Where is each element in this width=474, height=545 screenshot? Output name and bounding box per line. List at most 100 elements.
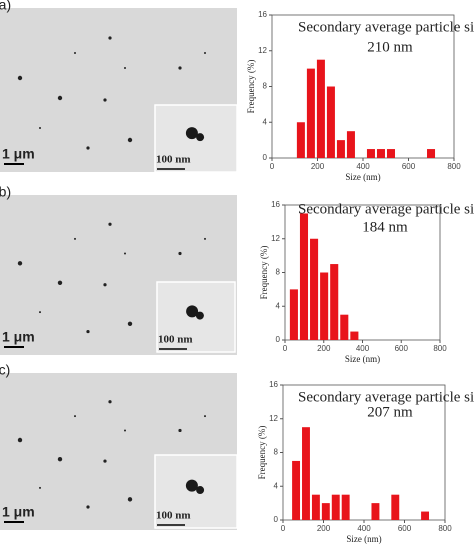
x-tick-label: 800 [447,162,461,171]
particle [204,52,206,54]
bar [346,131,355,158]
y-tick-label: 12 [271,234,280,243]
scale-bar-label: 1 μm [2,146,35,162]
particle [204,237,206,240]
bar [421,511,430,520]
particle [39,486,41,489]
bar [376,149,385,158]
x-tick-label: 800 [438,524,452,533]
inset [156,281,236,353]
x-tick-label: 200 [311,162,325,171]
x-tick-label: 200 [317,524,331,533]
particle [124,67,126,69]
inset-particle [196,486,205,495]
particle [108,400,112,404]
chart-subtitle: 207 nm [367,404,413,420]
inset [154,454,238,529]
y-tick-label: 8 [263,82,268,91]
particle [86,505,90,509]
x-tick-label: 400 [356,344,370,353]
chart-title: Secondary average particle size = [298,201,474,217]
particle [39,127,41,129]
particle [124,429,126,432]
bar [336,140,345,158]
inset-particle [185,127,198,140]
y-axis-label: Frequency (%) [259,246,269,300]
inset [154,104,238,173]
bar [311,494,320,520]
x-tick-label: 600 [398,524,412,533]
particle [127,321,133,326]
particle [178,251,182,256]
bar [340,314,349,340]
bar [391,494,400,520]
x-tick-label: 400 [356,162,370,171]
particle [86,329,90,334]
particle [17,261,23,266]
inset-scale-bar-label: 100 nm [156,154,191,166]
particle [17,75,23,81]
inset-particle [195,311,204,320]
x-axis-label: Size (nm) [346,534,381,544]
x-tick-label: 600 [395,344,409,353]
particle [57,95,63,101]
y-tick-label: 8 [274,448,279,457]
y-tick-label: 4 [276,301,281,310]
x-tick-label: 200 [317,344,331,353]
particle [57,456,63,462]
y-tick-label: 0 [263,153,268,162]
particle [86,146,90,150]
y-tick-label: 12 [258,46,267,55]
x-tick-label: 400 [357,524,371,533]
y-tick-label: 12 [269,414,278,423]
particle [124,252,126,255]
y-tick-label: 4 [263,117,268,126]
panel-label: (a) [0,0,11,13]
bar [331,494,340,520]
bar [320,272,329,340]
particle [74,237,76,240]
x-axis-label: Size (nm) [345,172,380,182]
chart-title: Secondary average particle size = [298,389,474,405]
x-tick-label: 0 [270,162,275,171]
particle [103,459,107,463]
bar [350,331,359,340]
bar [366,149,375,158]
bar [292,460,301,520]
particle [57,280,63,286]
particle [127,137,133,143]
inset-scale-bar-label: 100 nm [158,334,193,346]
x-tick-label: 0 [283,344,288,353]
chart-subtitle: 210 nm [367,39,413,55]
inset-scale-bar-label: 100 nm [156,510,191,522]
particle [178,66,182,70]
y-tick-label: 16 [258,10,267,19]
bar [316,59,325,158]
particle [17,437,23,443]
bar [289,289,298,340]
bar [321,503,330,520]
x-tick-label: 0 [281,524,286,533]
y-tick-label: 16 [269,380,278,389]
x-tick-label: 800 [433,344,447,353]
y-tick-label: 16 [271,200,280,209]
x-tick-label: 600 [402,162,416,171]
particle [178,428,182,433]
scale-bar-label: 1 μm [2,504,35,520]
bar [341,494,350,520]
x-axis-label: Size (nm) [345,354,380,364]
particle [204,415,206,418]
y-axis-label: Frequency (%) [246,60,256,114]
bar [302,427,310,520]
bar [310,238,319,340]
chart-title: Secondary average particle size = [298,19,474,35]
y-tick-label: 4 [274,481,279,490]
chart-subtitle: 184 nm [362,219,408,235]
y-axis-label: Frequency (%) [257,426,267,480]
panel-label: (c) [0,362,10,378]
panel-label: (b) [0,184,11,200]
particle [74,52,76,54]
particle [108,36,112,40]
inset-particle [196,133,205,142]
